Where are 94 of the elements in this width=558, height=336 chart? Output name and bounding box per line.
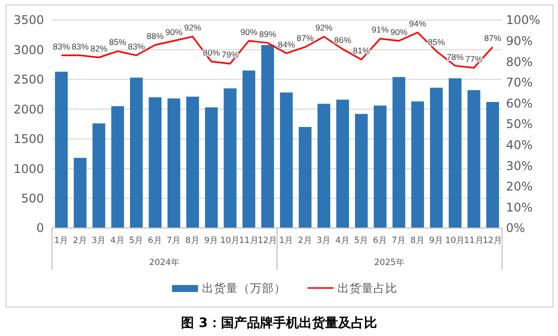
x-tick-label: 2月 [72, 236, 88, 246]
x-tick-label: 8月 [410, 236, 425, 246]
bar [486, 102, 499, 228]
x-tick-label: 10月 [445, 236, 466, 246]
data-label: 90% [165, 26, 183, 37]
bar [74, 158, 86, 228]
y2-tick-label: 90% [506, 34, 533, 48]
y2-tick-label: 40% [506, 138, 533, 152]
data-label: 84% [278, 39, 296, 50]
x-tick-label: 7月 [166, 236, 182, 246]
bar [318, 104, 330, 228]
x-tick-label: 5月 [129, 236, 144, 246]
data-label: 92% [315, 22, 333, 33]
x-tick-label: 11月 [464, 236, 484, 246]
data-label: 82% [90, 43, 108, 54]
y2-tick-label: 30% [506, 158, 533, 173]
legend-label: 出货量（万部） [202, 281, 286, 296]
bar [298, 126, 312, 228]
data-label: 92% [184, 22, 202, 33]
bar [205, 107, 218, 228]
data-label: 90% [390, 26, 408, 37]
bar [224, 88, 236, 228]
bar [168, 98, 180, 228]
bar [186, 96, 199, 228]
x-tick-label: 3月 [316, 236, 332, 246]
data-label: 89% [259, 28, 277, 39]
bar [468, 90, 480, 228]
data-label: 87% [296, 33, 314, 44]
bar [55, 72, 68, 228]
bar [148, 97, 162, 228]
bar [130, 78, 143, 228]
x-tick-label: 10月 [220, 236, 240, 246]
x-tick-label: 3月 [92, 236, 106, 246]
y-tick-label: 500 [21, 191, 44, 206]
data-label: 88% [146, 30, 164, 41]
data-label: 86% [334, 35, 352, 46]
legend-label: 出货量占比 [338, 281, 398, 296]
data-label: 85% [109, 37, 127, 48]
y-tick-label: 2000 [13, 102, 44, 116]
data-label: 83% [72, 41, 90, 52]
y2-tick-label: 60% [506, 96, 533, 110]
x-tick-label: 1月 [279, 236, 294, 246]
bar [355, 114, 368, 228]
y2-tick-label: 20% [506, 180, 533, 194]
bar [242, 70, 256, 228]
data-label: 83% [52, 41, 70, 52]
y-tick-label: 3500 [13, 13, 44, 28]
y-tick-label: 2500 [13, 72, 44, 87]
bar [430, 88, 443, 228]
text: 2025年 [374, 257, 405, 268]
data-label: 78% [446, 52, 464, 62]
y-tick-label: 3000 [13, 42, 44, 57]
y-tick-label: 0 [36, 221, 44, 236]
data-label: 90% [240, 26, 258, 37]
bar [92, 123, 106, 228]
x-tick-label: 12月 [258, 236, 278, 246]
bar [111, 106, 124, 228]
y-tick-label: 1000 [13, 162, 44, 176]
y2-tick-label: 80% [506, 54, 533, 69]
y2-tick-label: 10% [506, 200, 533, 214]
bar [374, 106, 386, 228]
text: 2024年 [149, 257, 180, 268]
x-tick-label: 2月 [298, 236, 312, 246]
y2-tick-label: 0% [506, 221, 526, 236]
x-tick-label: 5月 [354, 236, 369, 246]
x-tick-label: 4月 [335, 236, 350, 246]
x-tick-label: 6月 [148, 236, 162, 246]
data-label: 77% [465, 54, 483, 64]
text: 图 3：国产品牌手机出货量及占比 [181, 315, 377, 331]
data-label: 94% [409, 18, 427, 28]
data-label: 85% [428, 37, 446, 48]
bar [448, 78, 462, 228]
y-tick-label: 1500 [13, 132, 44, 146]
x-tick-label: 12月 [482, 236, 503, 246]
y2-tick-label: 100% [506, 13, 540, 28]
x-tick-label: 9月 [204, 236, 219, 246]
x-tick-label: 1月 [54, 236, 69, 246]
x-tick-label: 6月 [372, 236, 388, 246]
bar [261, 44, 274, 228]
x-tick-label: 9月 [429, 236, 444, 246]
x-tick-label: 11月 [238, 236, 259, 246]
x-tick-label: 4月 [110, 236, 125, 246]
y2-tick-label: 70% [506, 76, 533, 90]
x-tick-label: 8月 [185, 236, 200, 246]
data-label: 91% [372, 24, 390, 35]
bar [392, 77, 406, 228]
x-tick-label: 7月 [392, 236, 406, 246]
bar [336, 100, 349, 228]
data-label: 87% [484, 33, 502, 44]
data-label: 83% [128, 41, 146, 52]
bar [411, 101, 424, 228]
data-label: 81% [352, 46, 370, 56]
bar [280, 92, 293, 228]
y2-tick-label: 50% [506, 117, 533, 132]
